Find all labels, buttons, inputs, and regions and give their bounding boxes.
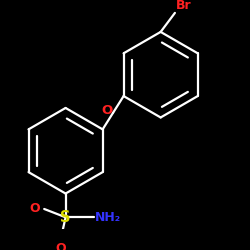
- Text: S: S: [60, 210, 71, 225]
- Text: O: O: [102, 104, 113, 117]
- Text: Br: Br: [176, 0, 192, 12]
- Text: O: O: [29, 202, 40, 215]
- Text: NH₂: NH₂: [95, 211, 122, 224]
- Text: O: O: [56, 242, 66, 250]
